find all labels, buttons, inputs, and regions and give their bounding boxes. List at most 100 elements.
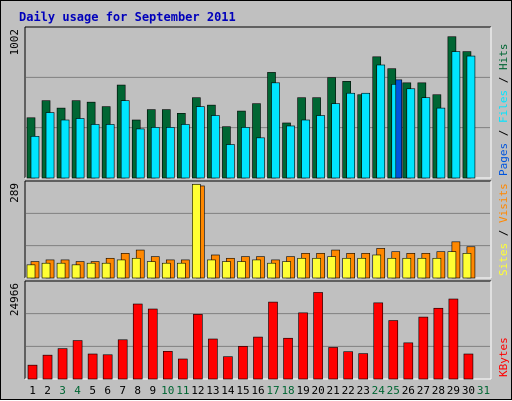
legend-entry-hits: Hits (497, 44, 510, 71)
bars (26, 36, 476, 380)
bar-files-day-7 (120, 100, 130, 179)
bar-kbytes-day-14 (223, 356, 233, 380)
x-tick-label-day-14: 14 (221, 384, 235, 397)
bar-sites-day-4 (71, 264, 81, 279)
bar-kbytes-day-15 (238, 346, 248, 380)
bar-files-day-10 (165, 127, 175, 179)
bar-files-day-23 (361, 92, 371, 179)
bar-sites-day-20 (312, 257, 321, 279)
bar-sites-day-2 (41, 262, 51, 279)
bar-kbytes-day-28 (433, 307, 444, 380)
bar-sites-day-21 (327, 256, 336, 279)
bar-kbytes-day-19 (298, 312, 308, 380)
bar-files-day-17 (271, 82, 280, 179)
bar-files-day-29 (451, 51, 461, 179)
bar-pages-day-25 (395, 79, 403, 179)
legend-entry-pages: Pages (497, 143, 510, 176)
bar-kbytes-day-18 (283, 337, 293, 380)
bar-kbytes-day-17 (268, 301, 278, 380)
bar-files-day-3 (60, 119, 70, 179)
bar-kbytes-day-30 (463, 353, 474, 380)
x-tick-label-day-26: 26 (402, 384, 415, 397)
bar-files-day-20 (316, 115, 325, 179)
bar-files-day-8 (135, 128, 145, 179)
bar-kbytes-day-16 (253, 336, 263, 380)
bar-kbytes-day-21 (328, 347, 338, 380)
bar-files-day-14 (226, 144, 235, 179)
bar-files-day-21 (331, 103, 340, 179)
bar-sites-day-25 (387, 257, 397, 279)
bar-kbytes-day-22 (343, 351, 353, 380)
bar-sites-day-7 (116, 259, 126, 279)
x-tick-label-day-1: 1 (29, 384, 36, 397)
x-tick-label-day-8: 8 (134, 384, 141, 397)
x-tick-label-day-31: 31 (477, 384, 490, 397)
bar-kbytes-day-26 (403, 342, 414, 380)
bar-files-day-11 (181, 124, 190, 179)
bar-files-day-1 (30, 136, 40, 179)
ymax-label: 289 (8, 183, 21, 203)
x-tick-label-day-22: 22 (342, 384, 355, 397)
x-tick-label-day-5: 5 (89, 384, 96, 397)
bar-kbytes-day-5 (87, 353, 98, 380)
bar-sites-day-30 (462, 253, 472, 279)
bar-kbytes-day-8 (132, 303, 143, 380)
bar-sites-day-8 (131, 257, 141, 279)
bar-sites-day-11 (177, 262, 186, 279)
bar-sites-day-14 (222, 261, 231, 279)
bar-sites-day-12 (192, 184, 201, 279)
legend-entry-/: / (497, 223, 510, 243)
x-tick-label-day-15: 15 (236, 384, 249, 397)
x-tick-label-day-27: 27 (417, 384, 430, 397)
x-tick-label-day-18: 18 (281, 384, 294, 397)
bar-kbytes-day-1 (27, 364, 38, 380)
bar-sites-day-10 (161, 262, 171, 279)
bar-sites-day-9 (146, 261, 156, 279)
bar-files-day-18 (286, 125, 295, 179)
bar-files-day-19 (301, 119, 310, 179)
bar-kbytes-day-6 (102, 354, 113, 380)
bar-files-day-27 (421, 97, 431, 179)
bar-sites-day-19 (297, 257, 306, 279)
legend-entry-kbytes: KBytes (497, 337, 510, 377)
bar-files-day-4 (75, 118, 85, 179)
bar-sites-day-22 (342, 257, 351, 279)
x-tick-label-day-23: 23 (357, 384, 370, 397)
bar-files-day-26 (406, 88, 416, 179)
bar-kbytes-day-3 (57, 348, 68, 380)
legend-entry-files: Files (497, 90, 510, 123)
ymax-label: 24966 (8, 283, 21, 316)
bar-kbytes-day-24 (373, 302, 384, 380)
x-tick-label-day-17: 17 (266, 384, 279, 397)
bar-files-day-16 (256, 137, 265, 179)
bar-kbytes-day-2 (42, 354, 53, 380)
x-tick-label-day-29: 29 (447, 384, 460, 397)
legend-hits-files-pages: Pages / Files / Hits (497, 44, 510, 177)
bar-files-day-5 (90, 124, 100, 179)
legend-sites-visits: Sites / Visits (497, 183, 510, 276)
bar-kbytes-day-9 (147, 308, 158, 380)
bar-files-day-2 (45, 112, 55, 179)
bar-kbytes-day-12 (193, 314, 203, 380)
legend-entry-/: / (497, 70, 510, 90)
bar-sites-day-16 (252, 259, 261, 279)
bar-kbytes-day-4 (72, 340, 83, 380)
bar-sites-day-6 (101, 262, 111, 279)
x-tick-label-day-6: 6 (104, 384, 111, 397)
bar-sites-day-13 (207, 259, 216, 279)
x-tick-label-day-24: 24 (372, 384, 386, 397)
bar-sites-day-17 (267, 262, 276, 279)
bar-files-day-30 (466, 55, 476, 179)
legend-entry-/: / (497, 123, 510, 143)
x-tick-label-day-21: 21 (327, 384, 340, 397)
x-tick-label-day-9: 9 (149, 384, 156, 397)
bar-kbytes-day-29 (448, 298, 459, 380)
x-tick-label-day-11: 11 (176, 384, 189, 397)
bar-sites-day-28 (432, 257, 442, 279)
bar-sites-day-18 (282, 261, 291, 279)
legend-entry-visits: Visits (497, 183, 510, 223)
bar-sites-day-24 (372, 254, 382, 279)
